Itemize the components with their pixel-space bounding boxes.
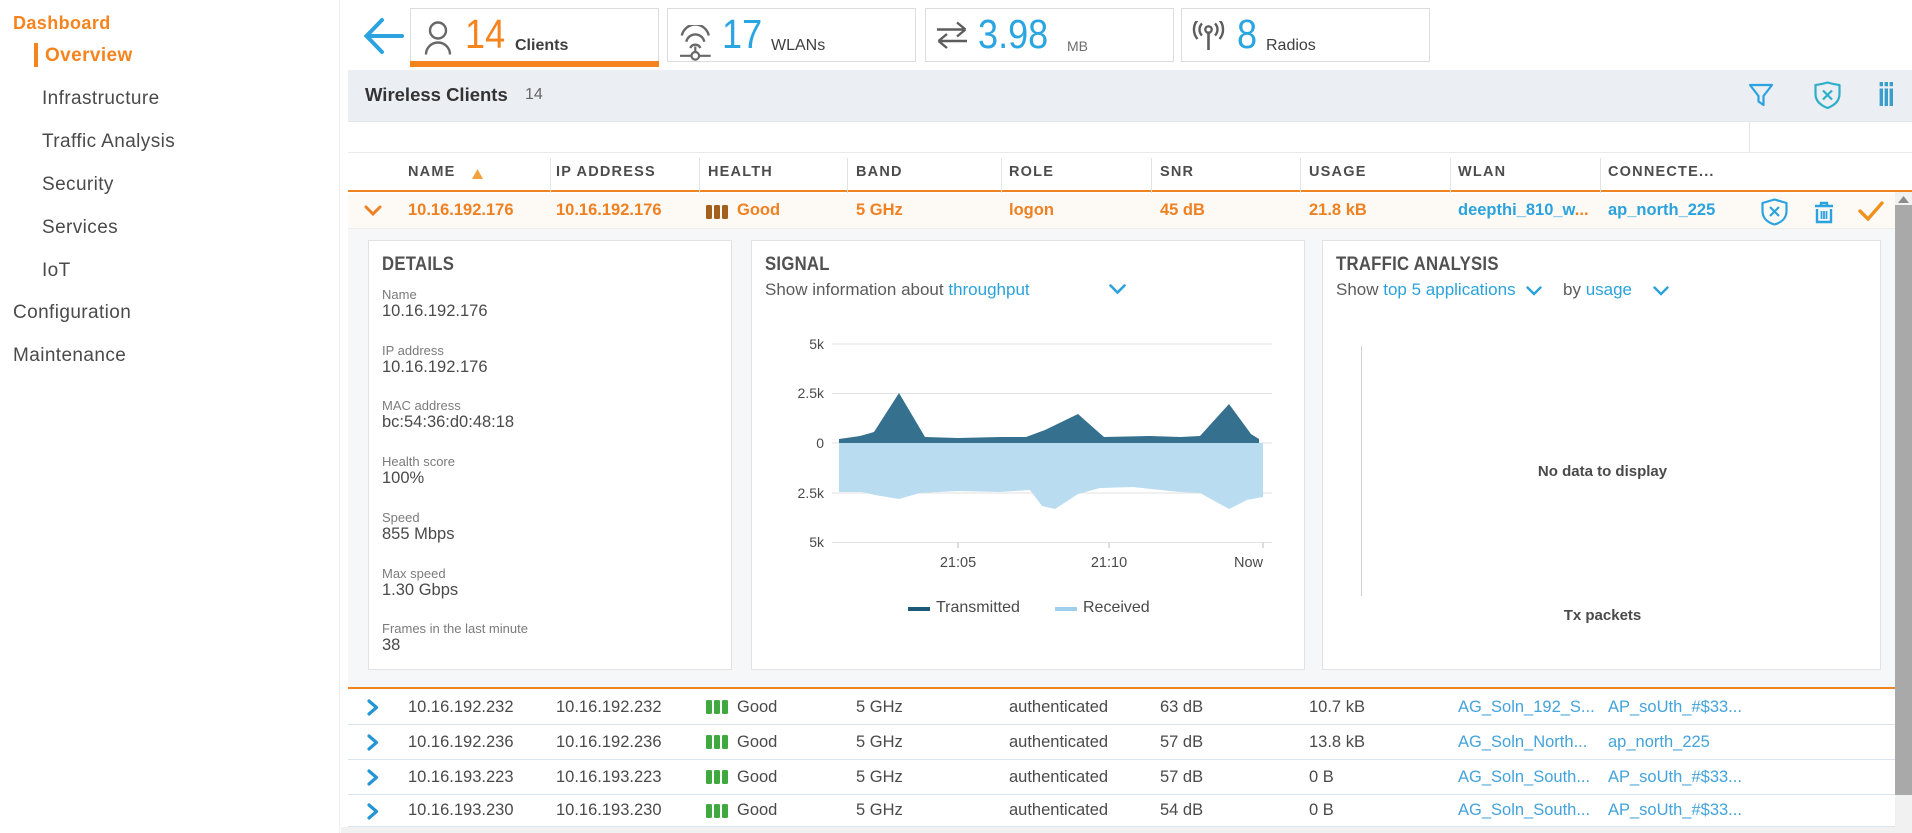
svg-text:5k: 5k — [809, 534, 825, 550]
svg-text:21:05: 21:05 — [940, 555, 976, 571]
svg-text:2.5k: 2.5k — [798, 485, 825, 501]
svg-text:5k: 5k — [809, 336, 825, 352]
svg-text:0: 0 — [816, 435, 824, 451]
svg-text:Now: Now — [1234, 555, 1264, 571]
svg-text:21:10: 21:10 — [1091, 555, 1127, 571]
svg-text:2.5k: 2.5k — [798, 385, 825, 401]
